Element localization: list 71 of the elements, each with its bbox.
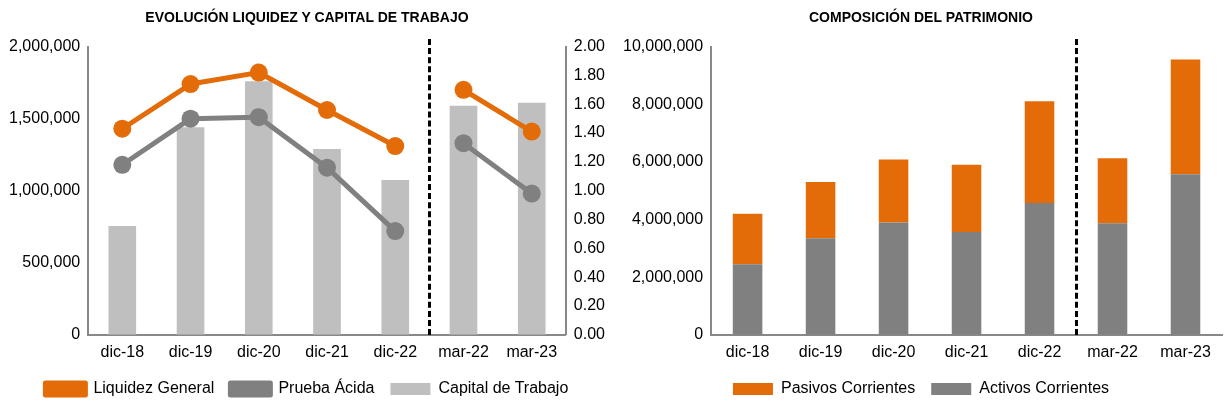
y-tick-label: 1,000,000 xyxy=(8,181,81,199)
x-tick-label: dic-21 xyxy=(305,342,349,360)
legend-label: Pasivos Corrientes xyxy=(780,379,916,397)
point xyxy=(454,80,473,99)
x-tick-label: mar-22 xyxy=(1087,342,1138,360)
y-tick-label: 500,000 xyxy=(22,253,81,271)
x-tick-label: dic-18 xyxy=(100,342,145,360)
y2-tick-label: 0.60 xyxy=(573,238,606,256)
bar xyxy=(313,148,341,335)
point xyxy=(454,134,473,153)
legend-label: Activos Corrientes xyxy=(979,379,1110,397)
chart-title: COMPOSICIÓN DEL PATRIMONIO xyxy=(808,7,1034,27)
y2-tick-label: 1.20 xyxy=(573,152,606,170)
point xyxy=(386,137,405,156)
point xyxy=(386,222,405,241)
y2-tick-label: 0.40 xyxy=(573,267,606,285)
point xyxy=(181,75,200,94)
y2-tick-label: 0.80 xyxy=(573,209,606,227)
y2-tick-label: 0.20 xyxy=(573,296,606,314)
point xyxy=(249,108,268,127)
point xyxy=(113,155,132,174)
bar xyxy=(878,159,909,223)
bar xyxy=(108,226,137,335)
y2-tick-label: 2.00 xyxy=(573,37,606,55)
y-tick-label: 2,000,000 xyxy=(8,37,81,55)
bar xyxy=(732,213,763,265)
y-tick-label: 8,000,000 xyxy=(631,94,704,112)
bar xyxy=(381,179,410,335)
point xyxy=(113,119,132,138)
legend-label: Liquidez General xyxy=(93,379,215,397)
bar xyxy=(176,127,205,335)
legend-label: Capital de Trabajo xyxy=(438,379,569,397)
y2-tick-label: 1.80 xyxy=(573,65,606,83)
y-tick-label: 1,500,000 xyxy=(8,109,81,127)
x-tick-label: dic-20 xyxy=(236,342,281,360)
bar xyxy=(805,182,836,239)
x-tick-label: dic-18 xyxy=(725,342,770,360)
y-tick-label: 10,000,000 xyxy=(623,37,704,55)
y2-tick-label: 1.00 xyxy=(573,181,606,199)
chart-title: EVOLUCIÓN LIQUIDEZ Y CAPITAL DE TRABAJO xyxy=(144,7,470,27)
y2-tick-label: 0.00 xyxy=(573,325,606,343)
bar xyxy=(1097,158,1128,224)
y2-tick-label: 1.40 xyxy=(573,123,606,141)
point xyxy=(522,184,541,203)
x-tick-label: dic-22 xyxy=(1017,342,1062,360)
y2-tick-label: 1.60 xyxy=(573,94,606,112)
bar xyxy=(517,102,546,335)
point xyxy=(249,63,268,82)
x-tick-label: mar-22 xyxy=(438,342,489,360)
x-tick-label: mar-23 xyxy=(1160,342,1211,360)
x-tick-label: dic-19 xyxy=(798,342,843,360)
legend-label: Prueba Ácida xyxy=(278,378,375,397)
y-tick-label: 6,000,000 xyxy=(631,152,704,170)
y-tick-label: 2,000,000 xyxy=(631,267,704,285)
x-tick-label: dic-20 xyxy=(871,342,916,360)
bar xyxy=(951,164,982,232)
y-tick-label: 0 xyxy=(694,325,704,343)
bar xyxy=(244,81,273,335)
point xyxy=(318,101,337,119)
x-tick-label: dic-19 xyxy=(168,342,213,360)
x-tick-label: dic-21 xyxy=(944,342,989,360)
bar xyxy=(449,105,478,335)
x-tick-label: dic-22 xyxy=(373,342,418,360)
y-tick-label: 0 xyxy=(71,325,81,343)
point xyxy=(181,109,200,128)
x-tick-label: mar-23 xyxy=(506,342,558,360)
point xyxy=(318,158,337,177)
y-tick-label: 4,000,000 xyxy=(631,209,704,227)
point xyxy=(522,122,541,141)
bar xyxy=(1170,59,1201,175)
bar xyxy=(1024,101,1055,204)
